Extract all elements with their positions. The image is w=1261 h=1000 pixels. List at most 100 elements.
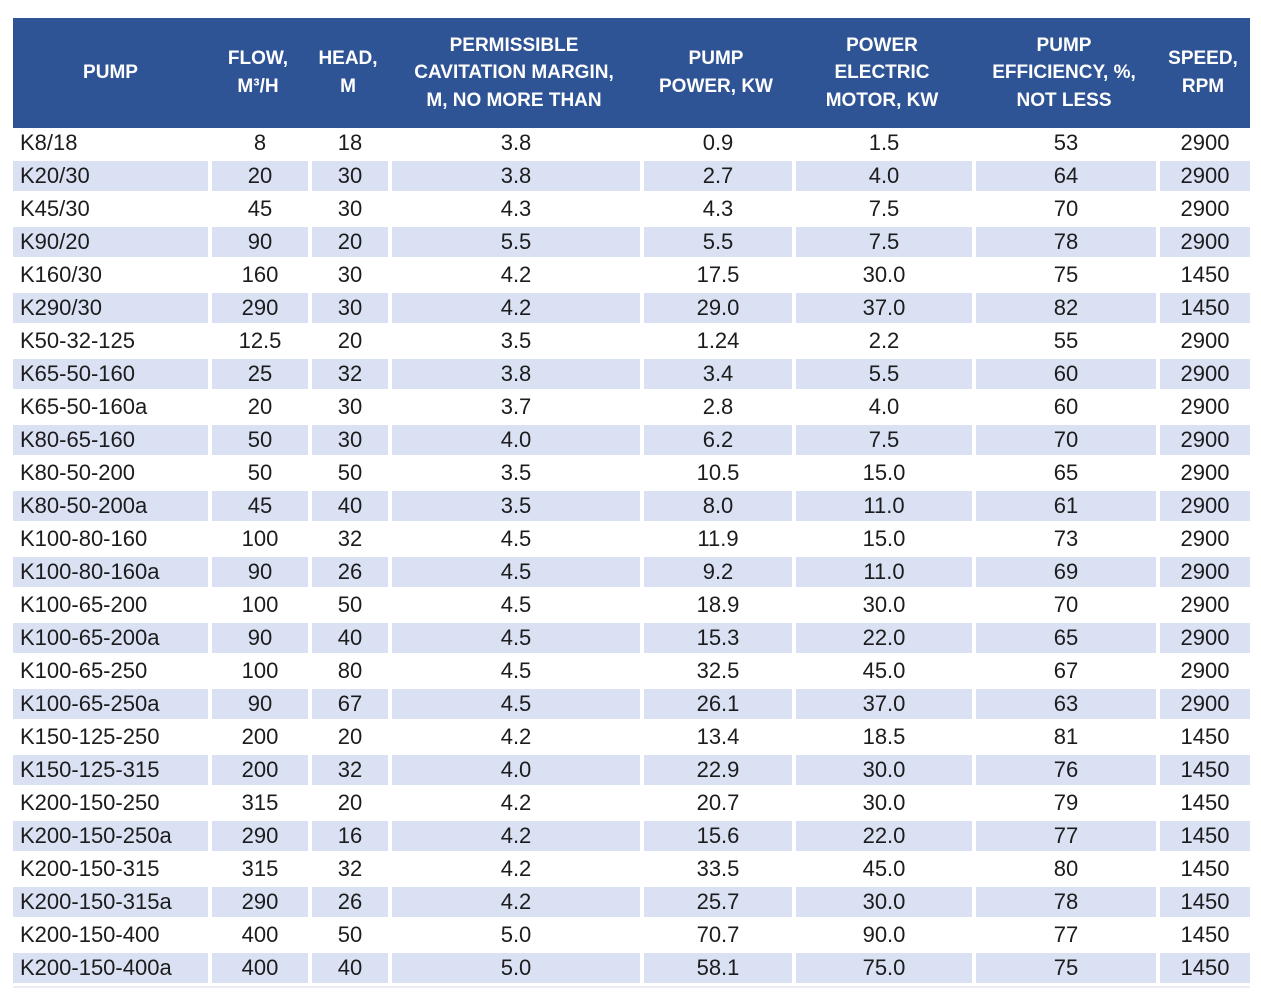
efficiency-cell: 80 xyxy=(972,854,1156,887)
pump-name-cell: K50-32-125 xyxy=(13,326,208,359)
head-cell: 20 xyxy=(308,326,388,359)
efficiency-cell: 67 xyxy=(972,656,1156,689)
flow-cell: 90 xyxy=(208,557,308,590)
efficiency-cell: 61 xyxy=(972,491,1156,524)
pump-name-cell: K65-50-160 xyxy=(13,359,208,392)
pump-power-cell: 17.5 xyxy=(640,260,792,293)
pump-power-cell: 11.9 xyxy=(640,524,792,557)
flow-cell: 45 xyxy=(208,491,308,524)
cavitation-margin-cell: 3.5 xyxy=(388,326,640,359)
flow-cell: 100 xyxy=(208,656,308,689)
column-header: HEAD, M xyxy=(308,18,388,128)
cavitation-margin-cell: 4.0 xyxy=(388,755,640,788)
efficiency-cell: 64 xyxy=(972,161,1156,194)
cavitation-margin-cell: 4.5 xyxy=(388,524,640,557)
head-cell: 50 xyxy=(308,590,388,623)
motor-power-cell: 22.0 xyxy=(792,821,972,854)
pump-name-cell: K100-80-160a xyxy=(13,557,208,590)
table-row: K200-150-400 400 50 5.0 70.7 90.0 77 1450 xyxy=(13,920,1250,953)
motor-power-cell: 7.5 xyxy=(792,425,972,458)
table-row: K150-125-250 200 20 4.2 13.4 18.5 81 1450 xyxy=(13,722,1250,755)
column-header: POWER ELECTRIC MOTOR, KW xyxy=(792,18,972,128)
pump-power-cell: 2.8 xyxy=(640,392,792,425)
pump-name-cell: K80-65-160 xyxy=(13,425,208,458)
head-cell: 26 xyxy=(308,557,388,590)
pump-name-cell: K150-125-250 xyxy=(13,722,208,755)
motor-power-cell: 15.0 xyxy=(792,524,972,557)
speed-cell: 2900 xyxy=(1156,458,1250,491)
head-cell: 30 xyxy=(308,161,388,194)
flow-cell: 160 xyxy=(208,260,308,293)
motor-power-cell: 90.0 xyxy=(792,920,972,953)
cavitation-margin-cell: 3.5 xyxy=(388,458,640,491)
efficiency-cell: 60 xyxy=(972,392,1156,425)
pump-name-cell: K80-50-200a xyxy=(13,491,208,524)
speed-cell: 2900 xyxy=(1156,590,1250,623)
head-cell: 18 xyxy=(308,128,388,161)
head-cell: 16 xyxy=(308,821,388,854)
speed-cell: 1450 xyxy=(1156,887,1250,920)
cavitation-margin-cell: 4.5 xyxy=(388,590,640,623)
flow-cell: 90 xyxy=(208,227,308,260)
efficiency-cell: 78 xyxy=(972,887,1156,920)
pump-name-cell: K160/30 xyxy=(13,260,208,293)
flow-cell: 200 xyxy=(208,722,308,755)
pump-power-cell: 4.3 xyxy=(640,194,792,227)
motor-power-cell: 22.0 xyxy=(792,623,972,656)
head-cell: 20 xyxy=(308,227,388,260)
speed-cell: 2900 xyxy=(1156,623,1250,656)
flow-cell: 90 xyxy=(208,623,308,656)
pump-power-cell: 9.2 xyxy=(640,557,792,590)
flow-cell: 290 xyxy=(208,887,308,920)
efficiency-cell: 81 xyxy=(972,722,1156,755)
speed-cell: 1450 xyxy=(1156,920,1250,953)
efficiency-cell: 65 xyxy=(972,458,1156,491)
motor-power-cell: 37.0 xyxy=(792,689,972,722)
efficiency-cell: 73 xyxy=(972,524,1156,557)
speed-cell: 1450 xyxy=(1156,260,1250,293)
motor-power-cell: 4.0 xyxy=(792,392,972,425)
speed-cell: 1450 xyxy=(1156,788,1250,821)
cavitation-margin-cell: 4.0 xyxy=(388,425,640,458)
table-row: K80-50-200a 45 40 3.5 8.0 11.0 61 2900 xyxy=(13,491,1250,524)
cavitation-margin-cell: 4.2 xyxy=(388,887,640,920)
speed-cell: 1450 xyxy=(1156,755,1250,788)
table-row: K65-50-160a 20 30 3.7 2.8 4.0 60 2900 xyxy=(13,392,1250,425)
column-header: FLOW, M³/H xyxy=(208,18,308,128)
pump-name-cell: K80-50-200 xyxy=(13,458,208,491)
efficiency-cell: 55 xyxy=(972,326,1156,359)
table-row: K45/30 45 30 4.3 4.3 7.5 70 2900 xyxy=(13,194,1250,227)
speed-cell: 2900 xyxy=(1156,524,1250,557)
column-header: PUMP POWER, KW xyxy=(640,18,792,128)
speed-cell: 1450 xyxy=(1156,293,1250,326)
head-cell: 40 xyxy=(308,953,388,986)
pump-power-cell: 33.5 xyxy=(640,854,792,887)
flow-cell: 20 xyxy=(208,392,308,425)
cavitation-margin-cell: 4.2 xyxy=(388,788,640,821)
flow-cell: 50 xyxy=(208,458,308,491)
motor-power-cell: 30.0 xyxy=(792,788,972,821)
table-row: K100-65-200 100 50 4.5 18.9 30.0 70 2900 xyxy=(13,590,1250,623)
efficiency-cell: 70 xyxy=(972,425,1156,458)
head-cell: 40 xyxy=(308,623,388,656)
pump-power-cell: 25.7 xyxy=(640,887,792,920)
head-cell: 30 xyxy=(308,194,388,227)
speed-cell: 2900 xyxy=(1156,392,1250,425)
motor-power-cell: 45.0 xyxy=(792,656,972,689)
efficiency-cell: 75 xyxy=(972,953,1156,986)
speed-cell: 1450 xyxy=(1156,821,1250,854)
table-row: K100-65-250 100 80 4.5 32.5 45.0 67 2900 xyxy=(13,656,1250,689)
header-row: PUMP FLOW, M³/H HEAD, M PERMISSIBLE CAVITAT… xyxy=(13,18,1250,128)
flow-cell: 12.5 xyxy=(208,326,308,359)
cavitation-margin-cell: 3.7 xyxy=(388,392,640,425)
pump-name-cell: K100-65-250a xyxy=(13,689,208,722)
speed-cell: 2900 xyxy=(1156,194,1250,227)
head-cell: 30 xyxy=(308,293,388,326)
motor-power-cell: 5.5 xyxy=(792,359,972,392)
head-cell: 32 xyxy=(308,524,388,557)
cavitation-margin-cell: 4.5 xyxy=(388,656,640,689)
flow-cell: 290 xyxy=(208,293,308,326)
flow-cell: 20 xyxy=(208,161,308,194)
cavitation-margin-cell: 3.8 xyxy=(388,128,640,161)
